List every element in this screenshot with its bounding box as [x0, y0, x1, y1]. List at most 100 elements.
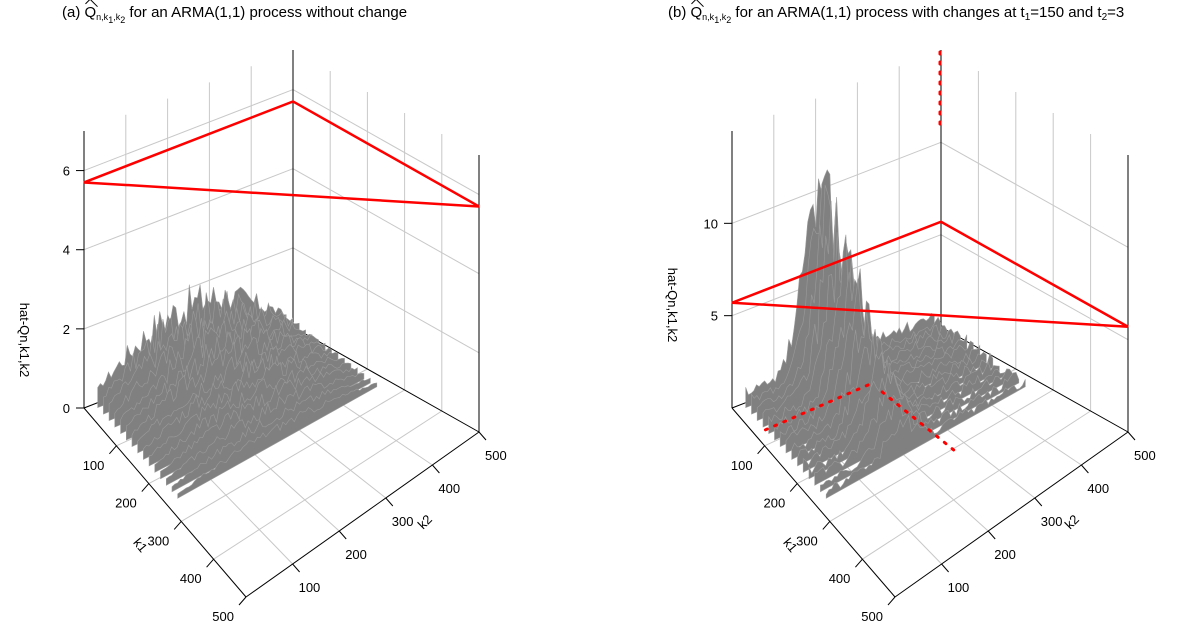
z-axis-label: hat-Qn,k1,k2	[665, 268, 680, 342]
wall-grid-h	[83, 168, 294, 251]
panel-b-title-text-2: =150 and t	[1030, 4, 1102, 21]
q-sub-a-2: 2	[120, 15, 126, 25]
k2-tick	[385, 497, 394, 507]
floor-grid-k1	[829, 389, 1054, 522]
threshold-plane	[731, 220, 1129, 328]
change-line-t1	[763, 381, 874, 432]
z-tick-label: 0	[63, 401, 70, 416]
box-edge	[83, 407, 247, 598]
q-sub-a-n: n,k	[96, 12, 109, 22]
t2-sub: 2	[1101, 12, 1108, 23]
k2-axis-label: k2	[1062, 512, 1082, 532]
k1-tick	[789, 483, 798, 492]
wall-grid-h	[292, 89, 480, 196]
k2-tick-label: 200	[994, 547, 1016, 562]
surface-plot-a: 0 2 4 6 hat-Qn,k1,k2 100 200 300 400 500 100 200 300…	[17, 50, 507, 624]
surface-mesh	[745, 169, 1026, 499]
z-tick-label: 10	[704, 216, 718, 231]
k1-tick-label: 200	[763, 496, 785, 511]
t1-sub: 1	[1024, 12, 1031, 23]
k1-tick-label: 300	[796, 533, 818, 548]
q-sub-a-1: 1	[108, 15, 114, 25]
k2-tick-label: 300	[1041, 514, 1063, 529]
panel-b-title-prefix: (b)	[668, 4, 691, 21]
box-edge	[894, 431, 1129, 598]
panel-a-title-text: for an ARMA(1,1) process without change	[125, 4, 408, 21]
k1-tick	[109, 445, 117, 455]
wall-grid-h	[292, 247, 480, 354]
change-line-t2	[880, 390, 958, 454]
wall-grid-h	[940, 234, 1129, 341]
k2-axis-label: k2	[415, 512, 435, 532]
floor-grid-k1	[213, 410, 443, 560]
k1-tick-label: 400	[180, 571, 202, 586]
surface-band	[177, 382, 378, 499]
k2-tick-label: 300	[392, 514, 414, 529]
q-sub-b-k: ,k	[719, 12, 727, 22]
wall-grid-h	[292, 168, 480, 275]
q-sub-a-k: ,k	[113, 12, 121, 22]
k2-tick	[1081, 464, 1089, 474]
surface-mesh	[97, 284, 378, 499]
k1-tick	[887, 596, 896, 606]
floor-grid-k1	[180, 389, 405, 522]
k1-tick-label: 500	[861, 609, 883, 624]
panel-a-title: (a) Qn,k1,k2 for an ARMA(1,1) process wi…	[62, 4, 407, 25]
k1-tick-label: 500	[212, 609, 234, 624]
k2-tick	[1127, 431, 1136, 441]
surface-plot-b: 5 10 hat-Qn,k1,k2 100 200 300 400 500 100 200 300 4…	[665, 50, 1156, 624]
wall-grid-h	[83, 89, 294, 172]
k2-tick	[292, 563, 300, 573]
k1-tick-label: 300	[147, 533, 169, 548]
k1-tick-label: 400	[829, 571, 851, 586]
k1-tick-label: 100	[83, 458, 105, 473]
q-hat-symbol-b: Q	[690, 4, 703, 21]
wall-grid-h	[731, 141, 942, 224]
k2-tick-label: 400	[438, 481, 460, 496]
k2-tick-label: 400	[1087, 481, 1109, 496]
q-hat-symbol-a: Q	[84, 4, 97, 21]
q-sub-b-1: 1	[714, 15, 720, 25]
k1-tick	[173, 521, 182, 530]
panel-b-title-text-1: for an ARMA(1,1) process with changes at…	[731, 4, 1025, 21]
k2-tick-label: 100	[299, 580, 321, 595]
z-tick-label: 5	[711, 309, 718, 324]
k2-tick	[987, 530, 996, 540]
wall-grid-h	[940, 141, 1129, 248]
k1-tick	[855, 558, 863, 568]
q-sub-b-n: n,k	[702, 12, 715, 22]
panel-b-title: (b) Qn,k1,k2 for an ARMA(1,1) process wi…	[668, 4, 1124, 25]
k1-tick	[238, 596, 247, 606]
k1-tick-label: 200	[115, 496, 137, 511]
k2-tick	[1034, 497, 1043, 507]
z-tick-label: 6	[63, 164, 70, 179]
surface-band	[825, 379, 1026, 499]
z-axis-label: hat-Qn,k1,k2	[17, 303, 32, 377]
panel-b-title-text-3: =3	[1107, 4, 1125, 21]
k2-tick	[478, 431, 487, 441]
wall-grid-h	[83, 247, 294, 330]
threshold-plane	[83, 100, 480, 208]
box-edge	[245, 431, 480, 598]
z-tick-label: 2	[63, 322, 70, 337]
k2-tick-label: 100	[948, 580, 970, 595]
k2-tick-label: 200	[345, 547, 367, 562]
k2-tick	[338, 530, 347, 540]
k2-tick	[432, 464, 440, 474]
k2-tick-label: 500	[485, 448, 507, 463]
k1-tick-label: 100	[731, 458, 753, 473]
q-sub-a: n,k1,k2	[96, 12, 126, 25]
k1-tick	[141, 483, 150, 492]
k2-tick	[941, 563, 949, 573]
panel-a-title-prefix: (a)	[62, 4, 85, 21]
floor-grid-k1	[862, 410, 1091, 560]
z-tick-label: 4	[63, 243, 70, 258]
k2-tick-label: 500	[1134, 448, 1156, 463]
k1-tick	[206, 558, 214, 568]
q-sub-b-2: 2	[726, 15, 732, 25]
box-edge	[731, 407, 896, 598]
q-sub-b: n,k1,k2	[702, 12, 732, 25]
k1-tick	[757, 445, 765, 455]
k1-tick	[822, 521, 831, 530]
